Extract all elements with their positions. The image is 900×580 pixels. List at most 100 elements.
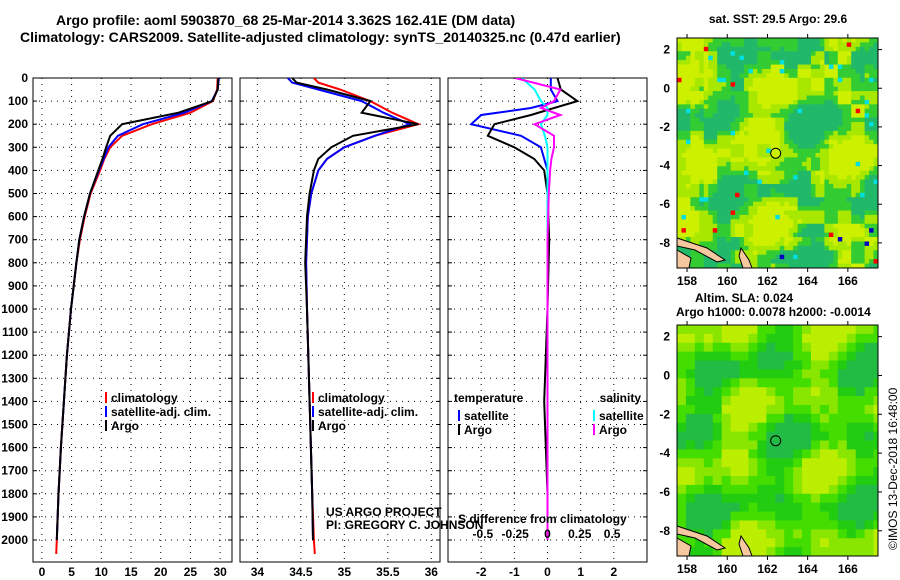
map-cell [784, 99, 790, 105]
map-cell [779, 250, 785, 256]
map-cell [726, 68, 732, 74]
map-cell [869, 192, 875, 198]
map-cell [802, 400, 808, 406]
map-cell [739, 467, 745, 473]
map-cell [873, 538, 879, 544]
map-cell [775, 263, 781, 269]
map-cell [775, 126, 781, 132]
map-cell [797, 99, 803, 105]
depth-tick-label: 700 [8, 233, 28, 247]
map-cell [739, 46, 745, 52]
map-cell [873, 263, 879, 269]
map-cell [752, 538, 758, 544]
map-cell [797, 117, 803, 123]
map-cell [855, 431, 861, 437]
map-cell [811, 396, 816, 402]
map-cell [788, 489, 794, 495]
map-cell [806, 471, 812, 477]
map-cell [712, 250, 718, 256]
map-cell [730, 192, 736, 198]
map-cell [770, 157, 776, 163]
map-cell [752, 99, 758, 105]
map-cell [828, 400, 834, 406]
map-cell [864, 166, 870, 172]
map-cell [833, 201, 839, 207]
map-cell [824, 418, 830, 424]
map-cell [873, 161, 879, 167]
map-cell [797, 254, 803, 260]
map-cell [802, 480, 808, 486]
map-cell [864, 449, 870, 455]
map-cell [779, 241, 785, 247]
map-cell [802, 440, 808, 446]
map-cell [699, 117, 705, 123]
map-cell [851, 60, 857, 66]
map-cell [797, 440, 803, 446]
map-cell [721, 135, 727, 141]
map-cell [824, 382, 830, 388]
map-cell [757, 153, 763, 158]
map-cell [779, 232, 785, 238]
map-cell [761, 122, 767, 127]
map-cell [802, 396, 808, 402]
map-cell [833, 453, 839, 459]
map-cell [766, 126, 772, 132]
map-cell [757, 400, 763, 406]
map-cell [784, 148, 790, 154]
map-cell [690, 104, 696, 110]
map-cell [690, 471, 696, 477]
lon-tick-label: 162 [757, 274, 777, 288]
map-cell [685, 444, 691, 450]
map-cell [806, 351, 812, 357]
map-cell [819, 188, 825, 194]
map-cell [793, 489, 799, 495]
map-cell [784, 409, 790, 415]
map-cell [869, 113, 875, 119]
s-tick-label: 0 [544, 527, 551, 541]
map-cell [712, 245, 718, 251]
map-cell [677, 347, 682, 353]
map-cell [690, 418, 696, 424]
map-cell [811, 86, 816, 92]
map-cell [685, 325, 691, 330]
map-cell [824, 214, 830, 220]
map-cell [851, 382, 857, 388]
map-cell [726, 214, 732, 220]
map-cell [694, 263, 700, 269]
map-cell [712, 214, 718, 220]
map-cell [694, 471, 700, 477]
map-cell [717, 449, 723, 455]
map-cell [819, 325, 825, 330]
map-cell [744, 453, 749, 459]
map-cell [748, 91, 754, 96]
map-cell [802, 404, 808, 410]
map-cell [761, 241, 767, 247]
map-cell [806, 436, 812, 441]
map-cell [824, 99, 830, 105]
map-cell [775, 440, 781, 446]
map-cell [699, 364, 705, 370]
map-cell [811, 122, 816, 127]
map-cell [784, 507, 790, 513]
map-cell [784, 431, 790, 437]
map-cell [708, 46, 714, 52]
map-cell [708, 533, 714, 539]
map-cell [761, 462, 767, 468]
map-cell [766, 46, 772, 52]
map-cell [690, 263, 696, 269]
map-cell [842, 338, 848, 344]
map-cell [770, 148, 776, 154]
map-cell [873, 351, 879, 357]
map-cell [828, 409, 834, 415]
map-cell [770, 542, 776, 548]
map-cell [860, 507, 866, 513]
map-cell [739, 130, 745, 136]
map-cell [837, 250, 843, 256]
map-cell [869, 197, 875, 203]
map-cell [855, 409, 861, 415]
map-cell [708, 444, 714, 450]
map-cell [793, 126, 799, 132]
map-cell [730, 444, 736, 450]
map-cell [694, 409, 700, 415]
map-cell [833, 364, 839, 370]
